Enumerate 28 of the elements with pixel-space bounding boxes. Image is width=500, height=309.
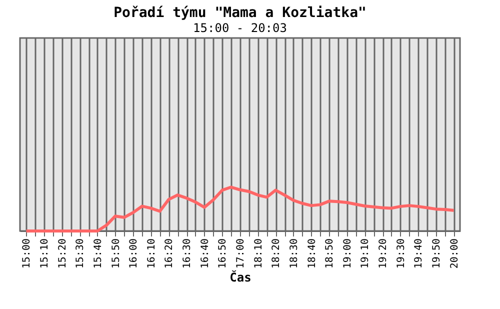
x-tick-label: 15:00 — [22, 238, 33, 269]
x-tick-label: 16:10 — [146, 238, 158, 269]
x-tick-label: 15:50 — [110, 238, 122, 269]
x-tick-label: 16:50 — [218, 238, 229, 269]
x-tick-label: 16:00 — [128, 238, 140, 269]
chart-title: Pořadí týmu "Mama a Kozliatka" — [114, 5, 366, 21]
x-tick-label: 19:00 — [342, 238, 354, 269]
x-tick-label: 15:40 — [92, 238, 104, 269]
x-tick-label: 19:20 — [378, 238, 390, 269]
x-tick-label: 19:50 — [431, 238, 442, 269]
x-tick-label: 19:10 — [360, 238, 372, 269]
x-tick-label: 18:10 — [253, 238, 264, 269]
x-tick-label: 16:40 — [200, 238, 211, 269]
x-tick-label: 18:50 — [324, 238, 336, 269]
x-tick-label: 16:20 — [164, 238, 176, 269]
x-tick-label: 15:20 — [57, 238, 68, 269]
x-tick-label: 20:00 — [449, 238, 460, 269]
x-tick-label: 16:30 — [182, 238, 194, 269]
x-tick-label: 18:30 — [288, 238, 300, 269]
x-axis-title: Čas — [230, 270, 252, 285]
x-tick-label: 18:20 — [271, 238, 282, 269]
x-tick-label: 17:00 — [236, 238, 246, 269]
x-tick-label: 19:30 — [396, 238, 407, 269]
x-tick-label: 15:30 — [75, 238, 86, 269]
x-tick-label: 18:40 — [306, 238, 318, 269]
x-tick-label: 19:40 — [414, 238, 425, 269]
x-tick-label: 15:10 — [40, 238, 51, 269]
chart-subtitle: 15:00 - 20:03 — [193, 21, 287, 35]
